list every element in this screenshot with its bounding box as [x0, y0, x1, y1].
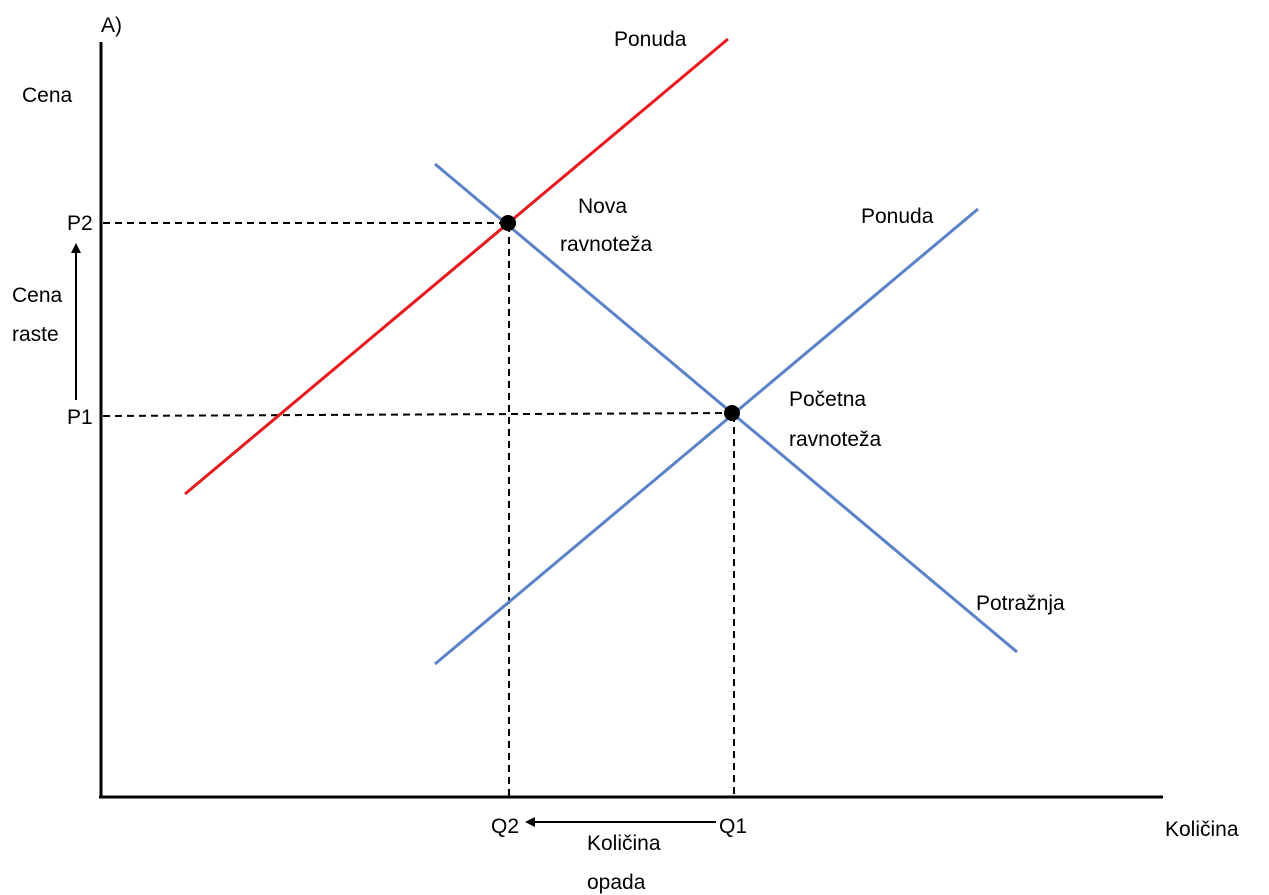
- new-supply-curve: [184, 37, 729, 496]
- y-axis-label: Cena: [22, 84, 73, 107]
- initial-equilibrium-point: [724, 405, 740, 421]
- x-axis-label: Količina: [1165, 818, 1239, 841]
- initial-equilibrium-label-line1: Početna: [789, 388, 866, 411]
- original-supply-curve: [434, 207, 979, 666]
- quantity-change-label-line1: Količina: [587, 832, 661, 855]
- panel-label: A): [101, 14, 122, 37]
- original-supply-label: Ponuda: [861, 205, 934, 228]
- demand-label: Potražnja: [976, 592, 1065, 615]
- p1-guide-line: [102, 412, 733, 417]
- price-change-label-line1: Cena: [12, 284, 63, 307]
- quantity-change-label-line2: opada: [587, 871, 646, 894]
- initial-equilibrium-label-line2: ravnoteža: [789, 428, 882, 451]
- q1-label: Q1: [719, 815, 747, 838]
- new-equilibrium-label-line1: Nova: [578, 195, 627, 218]
- price-change-label-line2: raste: [12, 323, 59, 346]
- new-supply-label: Ponuda: [614, 28, 687, 51]
- p2-label: P2: [67, 212, 93, 235]
- p1-label: P1: [67, 406, 93, 429]
- new-equilibrium-label-line2: ravnoteža: [560, 233, 653, 256]
- q2-label: Q2: [491, 815, 519, 838]
- new-equilibrium-point: [500, 215, 516, 231]
